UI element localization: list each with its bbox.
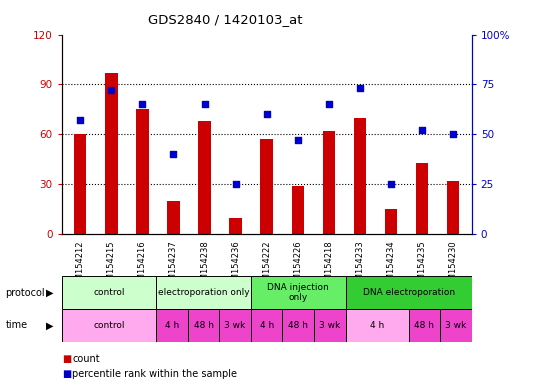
Bar <box>260 139 273 234</box>
Text: 4 h: 4 h <box>165 321 179 330</box>
Bar <box>136 109 148 234</box>
Bar <box>219 309 251 342</box>
Text: protocol: protocol <box>5 288 45 298</box>
Point <box>232 181 240 187</box>
Point <box>324 101 333 108</box>
Bar <box>167 201 180 234</box>
Text: ▶: ▶ <box>46 320 54 331</box>
Bar <box>354 118 366 234</box>
Text: 4 h: 4 h <box>370 321 384 330</box>
Bar <box>314 309 346 342</box>
Point <box>293 137 302 144</box>
Point <box>138 101 147 108</box>
Text: electroporation only: electroporation only <box>158 288 249 297</box>
Point <box>355 85 364 91</box>
Bar <box>440 309 472 342</box>
Text: control: control <box>93 321 125 330</box>
Bar <box>157 276 251 309</box>
Bar <box>62 276 157 309</box>
Bar <box>323 131 335 234</box>
Bar <box>346 276 472 309</box>
Text: ▶: ▶ <box>46 288 54 298</box>
Point <box>107 88 116 94</box>
Text: DNA injection
only: DNA injection only <box>267 283 329 303</box>
Bar <box>385 209 397 234</box>
Point <box>169 151 178 157</box>
Point <box>386 181 395 187</box>
Text: 4 h: 4 h <box>259 321 274 330</box>
Point <box>76 118 85 124</box>
Point <box>200 101 209 108</box>
Text: 3 wk: 3 wk <box>445 321 466 330</box>
Bar <box>346 309 408 342</box>
Bar <box>157 309 188 342</box>
Bar <box>292 186 304 234</box>
Text: ■: ■ <box>62 369 71 379</box>
Point <box>449 131 457 137</box>
Text: DNA electroporation: DNA electroporation <box>362 288 455 297</box>
Bar <box>74 134 86 234</box>
Text: 3 wk: 3 wk <box>319 321 340 330</box>
Bar <box>251 276 346 309</box>
Text: time: time <box>5 320 27 331</box>
Text: 48 h: 48 h <box>288 321 308 330</box>
Text: percentile rank within the sample: percentile rank within the sample <box>72 369 237 379</box>
Point <box>418 127 426 134</box>
Text: count: count <box>72 354 100 364</box>
Text: 48 h: 48 h <box>414 321 434 330</box>
Text: 3 wk: 3 wk <box>225 321 245 330</box>
Bar <box>62 309 157 342</box>
Text: ■: ■ <box>62 354 71 364</box>
Bar <box>229 218 242 234</box>
Bar <box>282 309 314 342</box>
Point <box>263 111 271 118</box>
Bar <box>408 309 440 342</box>
Text: control: control <box>93 288 125 297</box>
Bar <box>188 309 219 342</box>
Bar <box>198 121 211 234</box>
Text: GDS2840 / 1420103_at: GDS2840 / 1420103_at <box>148 13 302 26</box>
Bar <box>416 163 428 234</box>
Bar <box>105 73 117 234</box>
Bar <box>447 181 459 234</box>
Bar <box>251 309 282 342</box>
Text: 48 h: 48 h <box>193 321 213 330</box>
